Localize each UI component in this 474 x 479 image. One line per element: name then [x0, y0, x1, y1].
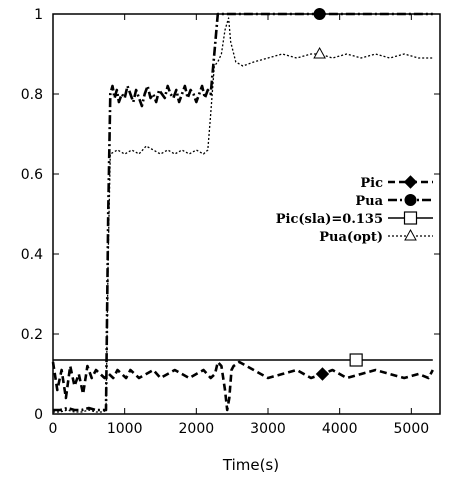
series-marker-3 [349, 353, 363, 367]
legend: Pic Pua Pic(sla)=0.135 Pua(opt) [276, 175, 433, 245]
legend-label-1: Pic [360, 176, 383, 191]
y-tick-label: 0 [34, 407, 43, 423]
legend-label-2: Pua [355, 194, 383, 209]
legend-marker-1 [403, 175, 418, 189]
y-tick-label: 0.4 [21, 247, 43, 263]
series-marker-1 [315, 367, 330, 381]
series-layer [51, 8, 434, 413]
x-tick-label: 3000 [250, 421, 286, 437]
y-tick-label: 0.6 [21, 167, 43, 183]
legend-marker-3 [403, 211, 418, 225]
legend-label-4: Pua(opt) [319, 230, 383, 245]
x-tick-label: 1000 [107, 421, 143, 437]
legend-marker-2 [404, 194, 417, 206]
x-tick-label: 2000 [179, 421, 215, 437]
y-tick-label: 0.2 [21, 327, 43, 343]
legend-label-3: Pic(sla)=0.135 [276, 212, 383, 227]
y-tick-label: 1 [34, 7, 43, 23]
series-marker-2 [313, 8, 326, 20]
y-tick-label: 0.8 [21, 87, 43, 103]
x-tick-label: 4000 [322, 421, 358, 437]
series-line-2 [53, 12, 433, 412]
legend-marker-4 [404, 228, 417, 241]
ticks-layer: 0 1000 2000 3000 4000 5000 0 0.2 0.4 0.6 0.8 1 [21, 7, 440, 437]
x-tick-label: 0 [49, 421, 58, 437]
series-marker-4 [313, 46, 326, 59]
x-axis-title: Time(s) [222, 456, 279, 474]
x-tick-label: 5000 [394, 421, 430, 437]
series-line-1 [51, 360, 434, 412]
